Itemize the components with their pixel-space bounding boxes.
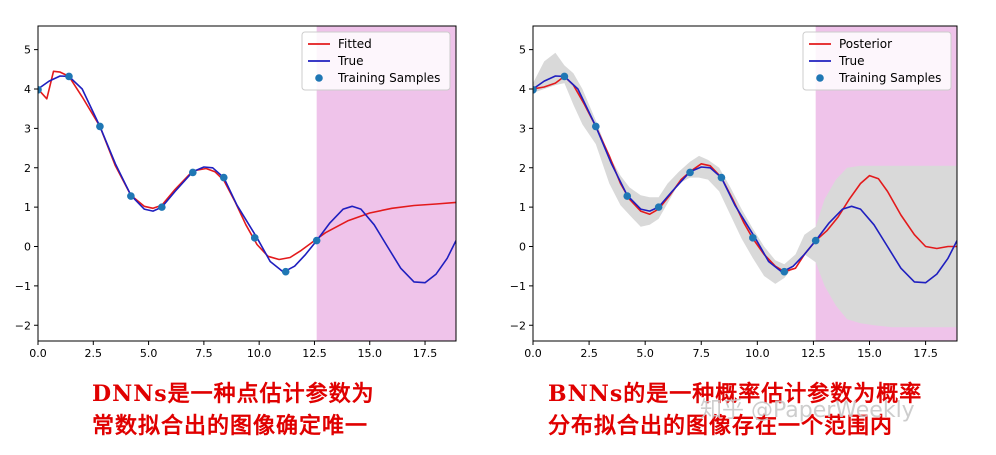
training-sample-point <box>780 267 789 276</box>
series-line-fitted <box>38 70 456 261</box>
y-tick-label: −2 <box>15 319 31 332</box>
x-tick-label: 7.5 <box>693 347 711 360</box>
y-tick-label: 0 <box>24 241 31 254</box>
x-tick-label: 10.0 <box>247 347 272 360</box>
training-sample-point <box>749 234 757 242</box>
x-tick-label: 10.0 <box>745 347 770 360</box>
legend-box <box>802 31 952 91</box>
x-tick-label: 12.5 <box>302 347 327 360</box>
training-sample-point <box>717 173 726 182</box>
left-caption-line-2: 常数拟合出的图像确定唯一 <box>92 413 369 439</box>
y-tick-label: 1 <box>24 201 31 214</box>
training-sample-point <box>250 234 259 242</box>
right-caption: BNNs的是一种概率估计参数为概率 分布拟合出的图像存在一个范围内 <box>548 378 922 442</box>
y-tick-label: 4 <box>519 83 526 96</box>
x-tick-label: 15.0 <box>857 347 882 360</box>
training-sample-point <box>281 267 290 276</box>
training-sample-point <box>654 203 663 211</box>
x-tick-label: 15.0 <box>357 347 382 360</box>
y-tick-label: 2 <box>24 162 31 175</box>
training-sample-point <box>686 168 694 177</box>
chart-panel-2: 0.0 2.5 5.0 7.5 10.0 12.5 15.0 17.5 −2 −1 0 1 2 3 4 5 Po… <box>510 25 958 360</box>
legend-entry: Training Samples <box>838 71 941 85</box>
x-tick-label: 17.5 <box>913 347 938 360</box>
training-sample-point <box>158 203 166 211</box>
y-tick-label: 3 <box>24 122 31 135</box>
training-sample-point <box>189 168 197 177</box>
plot-frame <box>37 25 457 342</box>
y-tick-label: −1 <box>15 280 31 293</box>
legend-entry: True <box>838 54 865 68</box>
legend-entry: Posterior <box>839 37 892 51</box>
y-tick-label: 5 <box>24 44 31 57</box>
right-caption-line-1: BNNs的是一种概率估计参数为概率 <box>548 381 923 407</box>
x-tick-label: 2.5 <box>580 347 598 360</box>
x-tick-label: 0.0 <box>29 347 47 360</box>
training-sample-point <box>38 85 42 94</box>
x-tick-label: 0.0 <box>524 347 542 360</box>
legend-box <box>301 31 451 91</box>
x-tick-label: 2.5 <box>85 347 103 360</box>
y-tick-label: 5 <box>519 44 526 57</box>
y-tick-label: 1 <box>519 201 526 214</box>
left-caption: DNNs是一种点估计参数为 常数拟合出的图像确定唯一 <box>92 378 375 442</box>
training-sample-point <box>219 173 228 182</box>
training-sample-point <box>127 192 135 200</box>
training-sample-point <box>65 72 73 81</box>
training-sample-point <box>623 192 632 200</box>
y-tick-label: 3 <box>519 122 526 135</box>
x-tick-label: 5.0 <box>140 347 158 360</box>
legend-entry: Training Samples <box>337 71 440 85</box>
training-sample-point <box>592 122 600 131</box>
watermark: 知乎 @PaperWeekly <box>700 398 915 423</box>
left-caption-line-1: DNNs是一种点估计参数为 <box>92 381 375 407</box>
legend-swatch-point <box>816 74 824 82</box>
x-tick-label: 5.0 <box>636 347 654 360</box>
chart-panel-1: 0.0 2.5 5.0 7.5 10.0 12.5 15.0 17.5 −2 −1 0 1 2 3 4 5 Fi… <box>15 25 457 360</box>
x-tick-label: 7.5 <box>195 347 213 360</box>
right-caption-line-2: 分布拟合出的图像存在一个范围内 <box>548 413 894 439</box>
y-tick-label: −2 <box>510 319 526 332</box>
legend-entry: Fitted <box>338 37 372 51</box>
training-sample-point <box>96 122 104 131</box>
legend-swatch-point <box>315 74 323 82</box>
y-tick-label: 0 <box>519 241 526 254</box>
y-tick-label: −1 <box>510 280 526 293</box>
plot-frame <box>532 25 958 342</box>
x-tick-label: 17.5 <box>413 347 438 360</box>
y-tick-label: 2 <box>519 162 526 175</box>
x-tick-label: 12.5 <box>801 347 826 360</box>
training-sample-point <box>560 72 569 81</box>
training-sample-point <box>811 236 820 245</box>
training-sample-point <box>533 85 537 94</box>
legend-entry: True <box>337 54 364 68</box>
training-sample-point <box>312 236 321 245</box>
uncertainty-band <box>533 52 957 328</box>
y-tick-label: 4 <box>24 83 31 96</box>
